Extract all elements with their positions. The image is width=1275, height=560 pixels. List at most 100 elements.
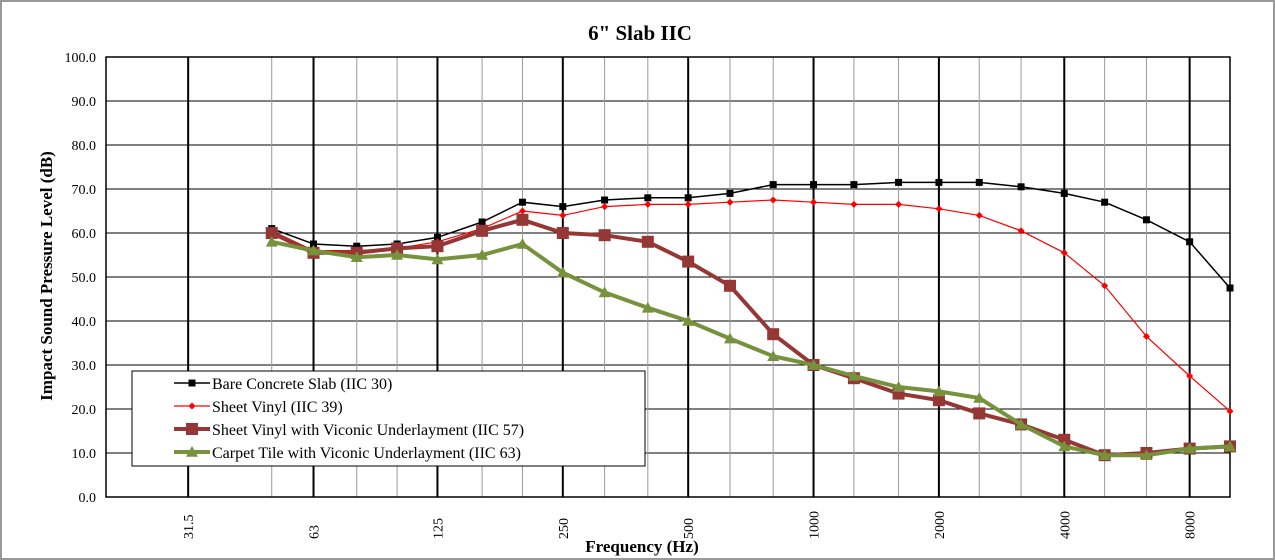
series-line	[270, 217, 1231, 458]
data-point-square	[723, 279, 736, 292]
data-point-triangle	[186, 446, 198, 457]
data-point-diamond	[975, 211, 983, 219]
series-1	[268, 178, 1234, 292]
legend: Bare Concrete Slab (IIC 30) Sheet Vinyl (…	[131, 370, 646, 467]
data-point-triangle	[350, 251, 363, 262]
x-tick-label: 31.5	[182, 515, 197, 540]
legend-label: Carpet Tile with Viconic Underlayment (I…	[212, 445, 521, 462]
x-tick-label: 2000	[933, 511, 948, 539]
y-tick-label: 90.0	[72, 95, 97, 110]
x-tick-label: 8000	[1184, 511, 1199, 539]
data-point-square	[516, 213, 529, 226]
data-point-triangle	[265, 235, 278, 247]
data-point-triangle	[516, 238, 529, 249]
y-axis-label: Impact Sound Pressure Level (dB)	[37, 151, 56, 401]
chart-title: 6" Slab IIC	[588, 21, 692, 45]
data-point-triangle	[307, 244, 320, 256]
series-line	[271, 181, 1231, 289]
data-point-square	[391, 242, 404, 255]
data-point-diamond	[810, 198, 818, 206]
data-point-square	[767, 328, 780, 341]
data-point-square	[682, 255, 695, 268]
data-point-diamond	[601, 203, 609, 211]
data-point-square	[559, 203, 567, 211]
data-point-diamond	[644, 200, 652, 208]
data-point-square	[641, 235, 654, 248]
data-point-diamond	[850, 200, 858, 208]
data-point-square	[726, 189, 734, 197]
data-point-triangle	[1183, 442, 1196, 454]
data-point-square	[310, 240, 318, 248]
data-point-triangle	[723, 332, 736, 344]
legend-box	[131, 370, 646, 467]
data-point-diamond	[1101, 282, 1109, 290]
data-point-square	[769, 181, 777, 189]
y-tick-label: 20.0	[72, 403, 97, 418]
data-point-square	[478, 218, 486, 226]
data-point-square	[431, 240, 444, 253]
data-point-square	[476, 224, 489, 237]
data-point-square	[353, 242, 361, 250]
x-tick-label: 1000	[808, 511, 823, 539]
data-point-square	[850, 181, 858, 189]
data-point-square	[186, 423, 198, 435]
data-point-diamond	[559, 211, 567, 219]
data-point-triangle	[847, 370, 860, 381]
y-tick-label: 40.0	[72, 315, 97, 330]
data-point-square	[932, 394, 945, 407]
x-tick-label: 500	[682, 518, 697, 539]
data-point-diamond	[518, 207, 526, 215]
y-tick-label: 70.0	[72, 183, 97, 198]
data-point-triangle	[1224, 440, 1236, 452]
data-point-square	[598, 229, 611, 242]
data-point-triangle	[556, 266, 569, 278]
data-point-square	[1101, 198, 1109, 206]
data-point-square	[433, 233, 441, 241]
y-tick-label: 50.0	[72, 271, 97, 286]
data-point-triangle	[598, 286, 611, 298]
data-point-square	[1186, 238, 1194, 246]
data-point-square	[975, 178, 983, 186]
series-4	[265, 235, 1236, 460]
data-point-triangle	[1058, 440, 1071, 452]
data-point-square	[1060, 189, 1068, 197]
data-point-diamond	[1142, 332, 1150, 340]
axis-ticks: 0.0 10.0 20.0 30.0 40.0 50.0 60.0 70.0 80.0 90.0 1…	[65, 51, 1199, 539]
y-tick-label: 60.0	[72, 227, 97, 242]
x-tick-label: 250	[557, 518, 572, 539]
data-point-triangle	[476, 249, 489, 260]
data-point-triangle	[682, 315, 695, 326]
data-point-triangle	[767, 350, 780, 361]
data-point-square	[973, 407, 986, 420]
plot-area-border	[105, 56, 1231, 498]
data-point-triangle	[892, 381, 905, 392]
data-point-diamond	[1226, 407, 1234, 415]
x-axis-label: Frequency (Hz)	[585, 537, 698, 556]
data-point-triangle	[641, 301, 654, 313]
legend-label: Sheet Vinyl with Viconic Underlayment (I…	[212, 422, 524, 439]
grid-lines	[105, 56, 1231, 498]
data-point-triangle	[932, 385, 945, 397]
data-point-triangle	[1098, 449, 1111, 460]
data-point-diamond	[1060, 249, 1068, 257]
data-point-square	[1017, 183, 1025, 191]
x-tick-label: 4000	[1058, 511, 1073, 539]
data-point-square	[188, 379, 196, 387]
data-point-triangle	[1140, 449, 1153, 460]
data-point-square	[556, 227, 569, 239]
legend-label: Sheet Vinyl (IIC 39)	[212, 399, 343, 416]
data-point-triangle	[391, 249, 404, 260]
data-point-diamond	[684, 200, 692, 208]
series-line	[271, 239, 1231, 458]
data-point-square	[935, 178, 943, 186]
x-tick-label: 125	[431, 518, 446, 539]
data-point-triangle	[807, 359, 820, 370]
y-tick-label: 10.0	[72, 447, 97, 462]
data-point-square	[810, 181, 818, 189]
data-point-square	[644, 194, 652, 202]
y-tick-label: 30.0	[72, 359, 97, 374]
y-tick-label: 100.0	[65, 51, 97, 66]
data-point-square	[601, 196, 609, 204]
data-point-square	[518, 198, 526, 206]
